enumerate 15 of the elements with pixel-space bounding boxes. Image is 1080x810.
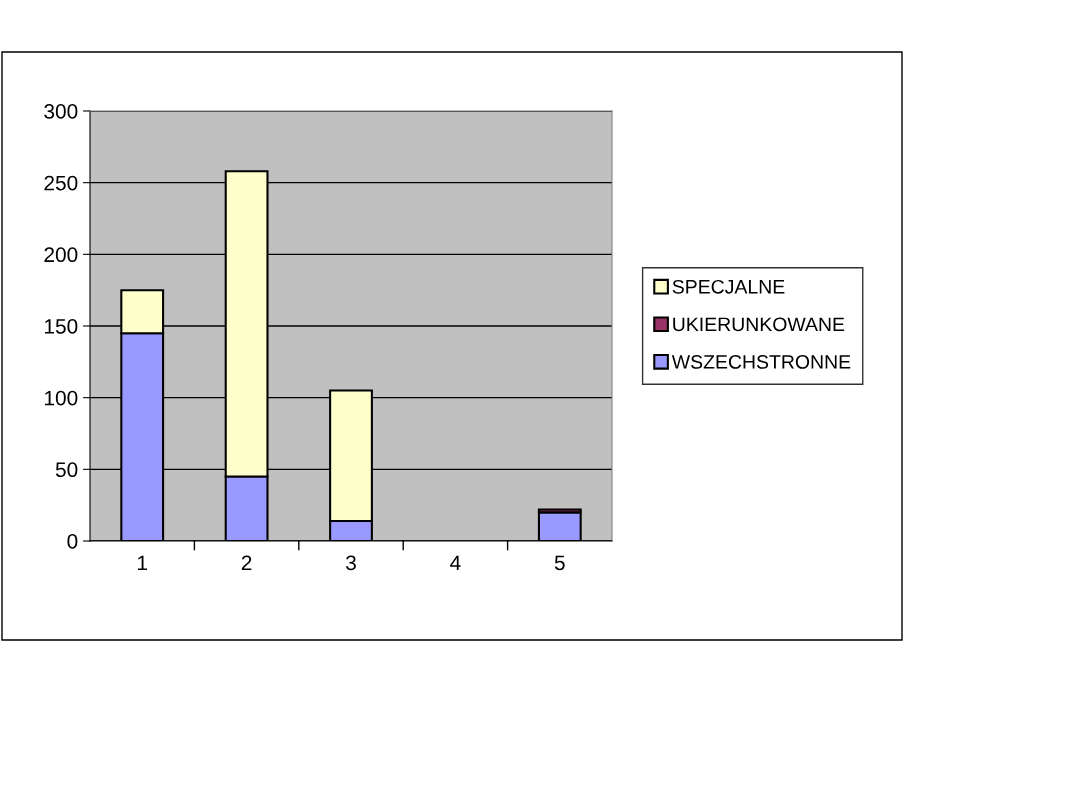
- y-tick-label: 100: [45, 390, 78, 406]
- y-tick-label: 200: [44, 247, 78, 263]
- x-tick-label: 4: [450, 555, 461, 570]
- y-tick-label: 150: [45, 319, 78, 334]
- x-tick-label: 3: [346, 555, 356, 571]
- y-tick-label: 250: [44, 175, 78, 191]
- y-tick-label: 300: [44, 104, 78, 119]
- legend-label: WSZECHSTRONNE: [671, 355, 851, 369]
- x-tick-label: 2: [241, 555, 252, 570]
- y-tick-label: 0: [67, 534, 78, 549]
- legend-label: UKIERUNKOWANE: [673, 317, 845, 332]
- x-tick-label: 1: [138, 555, 147, 570]
- y-tick-label: 50: [55, 462, 78, 478]
- legend-label: SPECJALNE: [672, 279, 785, 294]
- x-tick-label: 5: [554, 555, 565, 571]
